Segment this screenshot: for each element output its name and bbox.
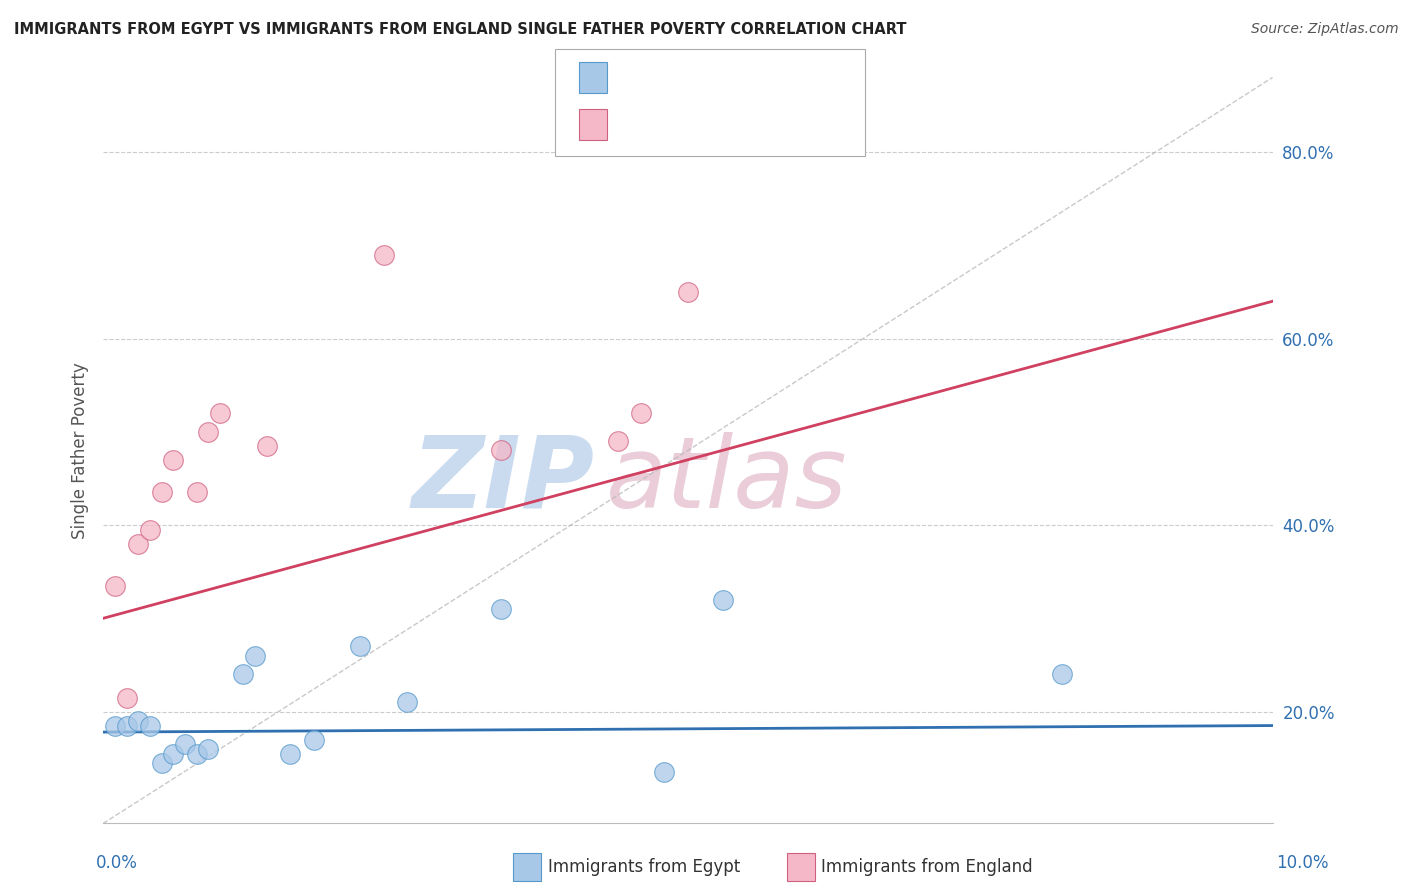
Text: Immigrants from Egypt: Immigrants from Egypt	[548, 858, 741, 876]
Text: IMMIGRANTS FROM EGYPT VS IMMIGRANTS FROM ENGLAND SINGLE FATHER POVERTY CORRELATI: IMMIGRANTS FROM EGYPT VS IMMIGRANTS FROM…	[14, 22, 907, 37]
Point	[256, 439, 278, 453]
Text: R = 0.065: R = 0.065	[619, 68, 702, 87]
Point	[150, 756, 173, 770]
Point	[162, 747, 184, 761]
Point	[186, 485, 208, 500]
Point	[174, 737, 197, 751]
Point	[139, 523, 162, 537]
Point	[162, 452, 184, 467]
Point	[243, 648, 266, 663]
Text: 10.0%: 10.0%	[1277, 855, 1329, 872]
Point	[349, 640, 371, 654]
Point	[489, 443, 512, 458]
Point	[186, 747, 208, 761]
Point	[606, 434, 628, 449]
Text: Source: ZipAtlas.com: Source: ZipAtlas.com	[1251, 22, 1399, 37]
Point	[115, 718, 138, 732]
Point	[150, 485, 173, 500]
Point	[302, 732, 325, 747]
Point	[654, 765, 676, 780]
Text: atlas: atlas	[606, 432, 848, 529]
Text: N = 15: N = 15	[727, 115, 785, 133]
Point	[104, 718, 127, 732]
Point	[630, 406, 652, 420]
Point	[197, 742, 219, 756]
Point	[278, 747, 301, 761]
Point	[127, 714, 149, 728]
Point	[115, 690, 138, 705]
Point	[139, 718, 162, 732]
Point	[197, 425, 219, 439]
Point	[104, 579, 127, 593]
Text: ZIP: ZIP	[412, 432, 595, 529]
Point	[711, 592, 734, 607]
Text: N = 19: N = 19	[727, 68, 785, 87]
Y-axis label: Single Father Poverty: Single Father Poverty	[72, 362, 89, 539]
Text: Immigrants from England: Immigrants from England	[821, 858, 1033, 876]
Point	[1050, 667, 1073, 681]
Text: R = 0.494: R = 0.494	[619, 115, 702, 133]
Point	[373, 247, 395, 261]
Point	[127, 537, 149, 551]
Text: 0.0%: 0.0%	[96, 855, 138, 872]
Point	[676, 285, 699, 299]
Point	[489, 602, 512, 616]
Point	[209, 406, 232, 420]
Point	[232, 667, 254, 681]
Point	[396, 695, 419, 709]
